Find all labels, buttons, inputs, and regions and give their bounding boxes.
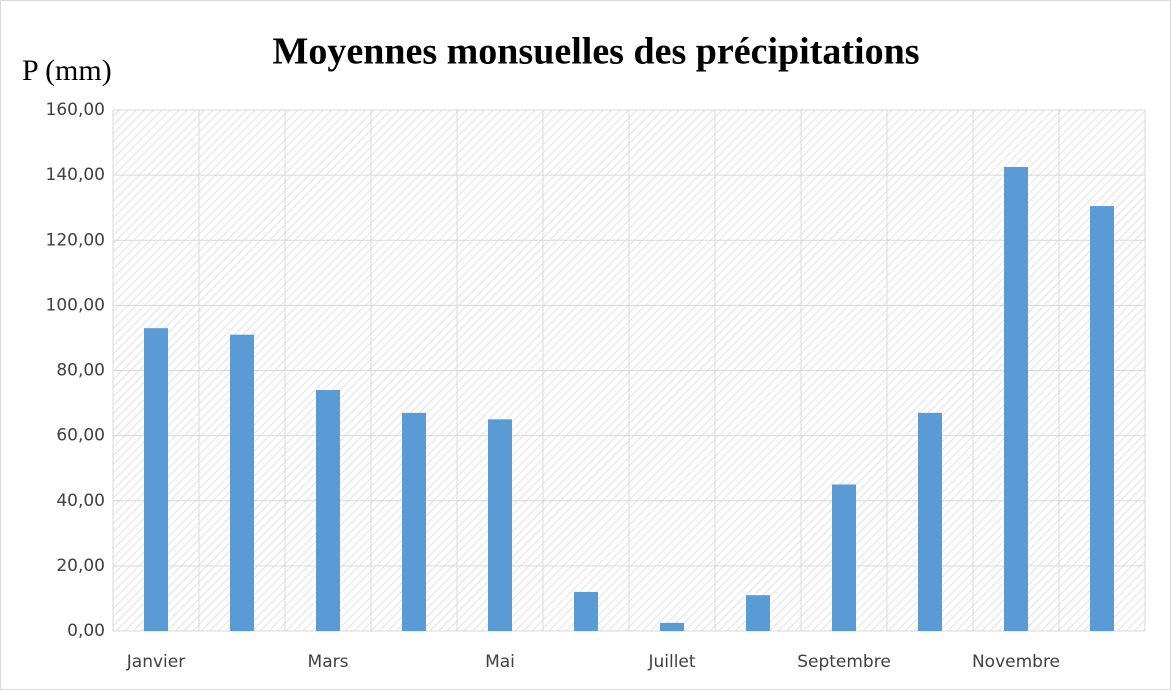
bar <box>488 419 512 631</box>
bar <box>1004 166 1028 631</box>
y-tick-label: 100,00 <box>46 295 105 315</box>
y-tick-label: 0,00 <box>67 621 105 641</box>
x-tick-label: Mai <box>485 652 515 672</box>
y-tick-label: 160,00 <box>46 100 105 120</box>
bar <box>316 390 340 631</box>
y-tick-label: 40,00 <box>56 491 105 511</box>
bar <box>402 412 426 631</box>
x-tick-label: Novembre <box>972 652 1060 672</box>
x-tick-label: Juillet <box>647 652 695 672</box>
x-tick-label: Janvier <box>126 652 185 672</box>
bar <box>832 484 856 631</box>
y-tick-label: 80,00 <box>56 361 105 381</box>
bar <box>574 591 598 631</box>
y-tick-label: 140,00 <box>46 165 105 185</box>
x-tick-label: Septembre <box>797 652 891 672</box>
y-axis-label: P (mm) <box>22 54 112 87</box>
bar <box>746 595 770 631</box>
y-tick-label: 120,00 <box>46 230 105 250</box>
bar <box>660 622 684 631</box>
bar <box>918 412 942 631</box>
chart-title: Moyennes monsuelles des précipitations <box>272 31 919 73</box>
bar <box>1090 206 1114 631</box>
x-tick-label: Mars <box>308 652 349 672</box>
bar <box>144 328 168 631</box>
y-tick-label: 60,00 <box>56 426 105 446</box>
y-tick-label: 20,00 <box>56 556 105 576</box>
bar <box>230 334 254 631</box>
